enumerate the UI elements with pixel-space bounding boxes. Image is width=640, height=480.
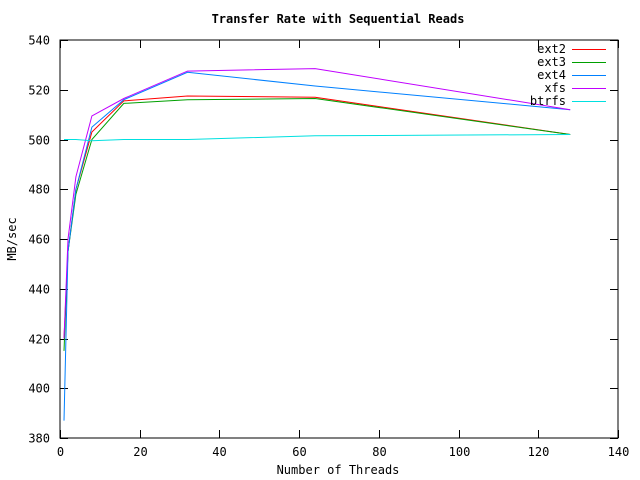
y-tick-label: 540 [28, 34, 50, 48]
y-tick-label: 420 [28, 333, 50, 347]
y-tick-label: 380 [28, 432, 50, 446]
y-tick-label: 460 [28, 233, 50, 247]
series-line-xfs [63, 68, 571, 339]
series-line-btrfs [64, 134, 571, 142]
x-tick-label: 40 [212, 445, 226, 459]
x-tick-label: 100 [449, 445, 471, 459]
y-tick-label: 520 [28, 84, 50, 98]
chart-title: Transfer Rate with Sequential Reads [212, 12, 465, 26]
x-tick-label: 80 [372, 445, 386, 459]
legend-label-ext4: ext4 [537, 68, 566, 82]
legend-label-xfs: xfs [544, 81, 566, 95]
x-tick-label: 20 [133, 445, 147, 459]
y-tick-label: 400 [28, 382, 50, 396]
x-tick-label: 60 [292, 445, 306, 459]
series-line-ext2 [63, 95, 571, 339]
y-tick-label: 500 [28, 134, 50, 148]
x-tick-label: 0 [57, 445, 64, 459]
series-line-ext4 [63, 71, 571, 421]
series-lines [63, 68, 571, 421]
legend-label-ext3: ext3 [537, 55, 566, 69]
y-axis-label: MB/sec [5, 217, 19, 260]
legend-label-btrfs: btrfs [530, 94, 566, 108]
x-tick-label: 120 [528, 445, 550, 459]
y-tick-label: 440 [28, 283, 50, 297]
series-line-ext3 [63, 97, 571, 351]
y-tick-label: 480 [28, 183, 50, 197]
x-axis-label: Number of Threads [277, 463, 400, 477]
x-axis: 0 20 40 60 80 100 120 140 [57, 40, 629, 459]
y-axis: 380 400 420 440 460 480 500 520 540 [28, 34, 618, 446]
x-tick-label: 140 [608, 445, 630, 459]
legend-label-ext2: ext2 [537, 42, 566, 56]
